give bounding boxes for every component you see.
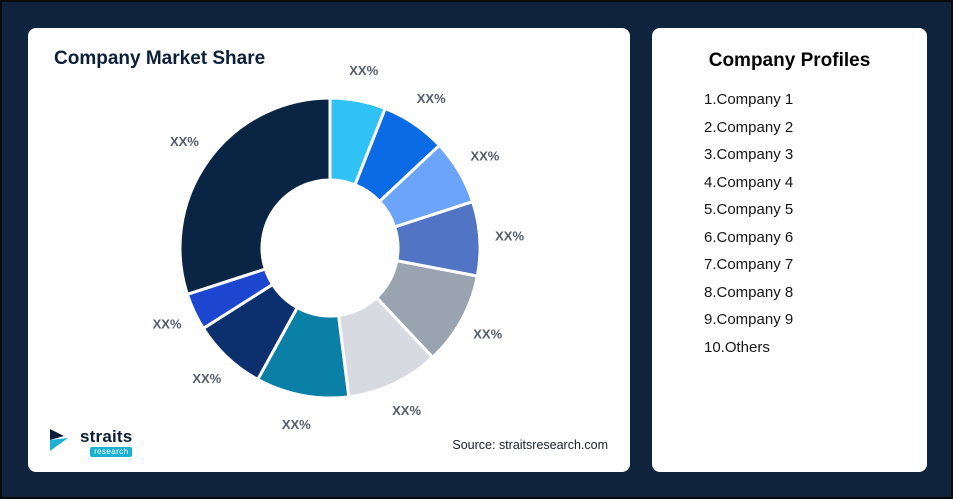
list-item: 1.Company 1 xyxy=(704,91,794,108)
profiles-title: Company Profiles xyxy=(708,50,871,71)
list-item: 7.Company 7 xyxy=(704,256,794,273)
slice-label: XX% xyxy=(192,371,221,386)
straits-research-logo: straits research xyxy=(48,427,133,458)
list-item: 2.Company 2 xyxy=(704,118,794,136)
list-item: 6.Company 6 xyxy=(704,228,794,246)
list-item: 4.Company 4 xyxy=(704,173,794,191)
market-share-card: Company Market Share XX% XX% XX% XX% XX% XX% X… xyxy=(28,28,630,472)
company-profiles-list: 1.Company 1 2.Company 2 3.Company 3 4.Co… xyxy=(652,86,927,361)
slice-label: XX% xyxy=(495,229,524,244)
source-attribution: Source: straitsresearch.com xyxy=(452,438,608,452)
slice-label: XX% xyxy=(392,403,421,418)
logo-name: straits xyxy=(80,427,133,446)
list-item: 9.Company 9 xyxy=(704,311,794,328)
donut-chart: XX% XX% XX% XX% XX% XX% XX% XX% XX% XX% xyxy=(28,28,630,472)
logo-text: straits research xyxy=(80,427,133,457)
slice-label: XX% xyxy=(170,134,199,149)
list-item: 10.Others xyxy=(704,338,770,356)
list-item: 3.Company 3 xyxy=(704,146,794,163)
donut-chart-svg: XX% XX% XX% XX% XX% XX% XX% XX% XX% XX% xyxy=(153,63,525,432)
donut-slice xyxy=(178,96,332,296)
company-profiles-card: Company Profiles 1.Company 1 2.Company 2… xyxy=(652,28,927,472)
chart-title: Company Market Share xyxy=(54,48,266,69)
logo-mark-icon xyxy=(48,427,74,458)
slice-label: XX% xyxy=(473,327,502,342)
slice-label: XX% xyxy=(349,63,378,78)
logo-subtitle: research xyxy=(90,447,133,457)
list-item: 5.Company 5 xyxy=(704,201,794,218)
slice-label: XX% xyxy=(282,417,311,432)
slice-label: XX% xyxy=(417,91,446,106)
list-item: 8.Company 8 xyxy=(704,283,794,301)
slice-label: XX% xyxy=(470,148,499,163)
slice-label: XX% xyxy=(153,317,182,332)
